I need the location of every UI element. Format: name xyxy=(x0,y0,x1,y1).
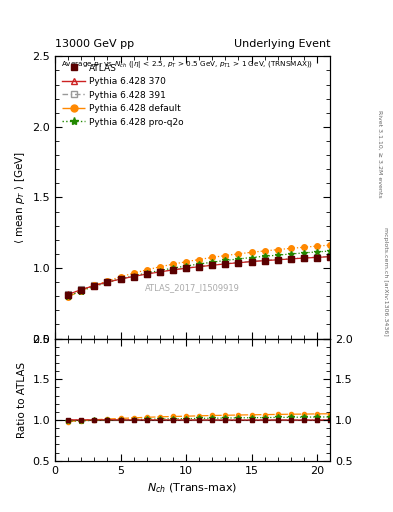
Y-axis label: Ratio to ATLAS: Ratio to ATLAS xyxy=(17,361,27,438)
Text: mcplots.cern.ch [arXiv:1306.3436]: mcplots.cern.ch [arXiv:1306.3436] xyxy=(383,227,387,336)
Legend: ATLAS, Pythia 6.428 370, Pythia 6.428 391, Pythia 6.428 default, Pythia 6.428 pr: ATLAS, Pythia 6.428 370, Pythia 6.428 39… xyxy=(59,61,187,130)
Y-axis label: $\langle$ mean $p_T$ $\rangle$ [GeV]: $\langle$ mean $p_T$ $\rangle$ [GeV] xyxy=(13,151,27,244)
Text: ATLAS_2017_I1509919: ATLAS_2017_I1509919 xyxy=(145,283,240,292)
X-axis label: $N_{ch}$ (Trans-max): $N_{ch}$ (Trans-max) xyxy=(147,481,238,495)
Text: Average $p_T$ vs $N_{ch}$ ($|\eta|$ < 2.5, $p_T$ > 0.5 GeV, $p_{T1}$ > 1 GeV, (T: Average $p_T$ vs $N_{ch}$ ($|\eta|$ < 2.… xyxy=(61,59,313,70)
Text: Underlying Event: Underlying Event xyxy=(233,38,330,49)
Text: Rivet 3.1.10, ≥ 3.2M events: Rivet 3.1.10, ≥ 3.2M events xyxy=(377,110,382,198)
Text: 13000 GeV pp: 13000 GeV pp xyxy=(55,38,134,49)
